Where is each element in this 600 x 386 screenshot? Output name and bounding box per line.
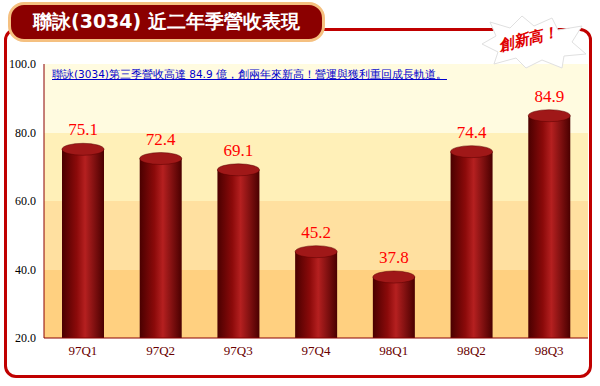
html-text:創新高！: 創新高！: [496, 23, 560, 55]
svg-text:72.4: 72.4: [146, 130, 176, 149]
svg-text:97Q3: 97Q3: [224, 343, 253, 358]
svg-text:37.8: 37.8: [379, 248, 409, 267]
svg-text:97Q4: 97Q4: [302, 343, 331, 358]
svg-text:97Q1: 97Q1: [68, 343, 97, 358]
svg-text:60.0: 60.0: [15, 194, 36, 208]
svg-text:69.1: 69.1: [224, 141, 254, 160]
svg-text:45.2: 45.2: [301, 223, 331, 242]
svg-text:20.0: 20.0: [15, 331, 36, 345]
svg-text:98Q2: 98Q2: [457, 343, 486, 358]
svg-text:100.0: 100.0: [9, 57, 36, 71]
svg-text:98Q3: 98Q3: [535, 343, 564, 358]
html-text:聯詠(3034)第三季營收高達 84.9 億，創兩年來新高！: 聯詠(3034)第三季營收高達 84.9 億，創兩年來新高！營運與獲利重回成長軌…: [52, 68, 447, 80]
svg-text:84.9: 84.9: [534, 87, 564, 106]
svg-text:40.0: 40.0: [15, 263, 36, 277]
html-text:聯詠(3034) 近二年季營收表現: 聯詠(3034) 近二年季營收表現: [33, 10, 300, 32]
svg-text:97Q2: 97Q2: [146, 343, 175, 358]
svg-text:98Q1: 98Q1: [379, 343, 408, 358]
svg-text:74.4: 74.4: [457, 123, 487, 142]
svg-text:75.1: 75.1: [68, 120, 98, 139]
svg-text:80.0: 80.0: [15, 126, 36, 140]
